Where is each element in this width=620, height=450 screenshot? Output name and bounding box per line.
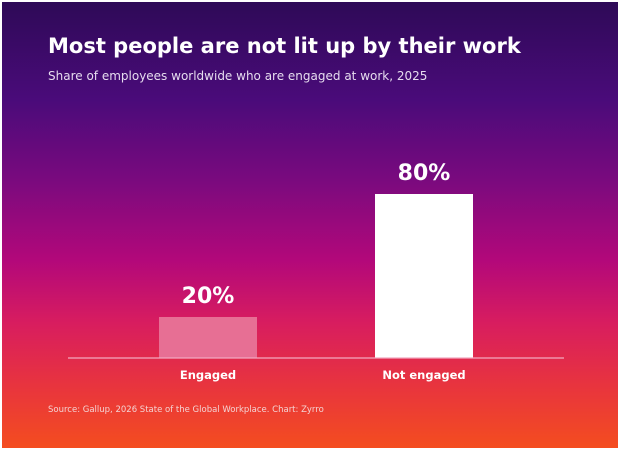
bars-layer — [159, 194, 473, 358]
chart-subtitle: Share of employees worldwide who are eng… — [48, 69, 428, 83]
value-label-not-engaged: 80% — [398, 161, 451, 186]
bar-not-engaged — [375, 194, 473, 358]
bar-engaged — [159, 317, 257, 358]
category-label-engaged: Engaged — [180, 368, 236, 382]
labels-layer: 20% Engaged 80% Not engaged — [180, 161, 466, 382]
category-label-not-engaged: Not engaged — [382, 368, 465, 382]
source-note: Source: Gallup, 2026 State of the Global… — [48, 405, 324, 415]
chart-title: Most people are not lit up by their work — [48, 34, 521, 58]
value-label-engaged: 20% — [182, 284, 235, 309]
